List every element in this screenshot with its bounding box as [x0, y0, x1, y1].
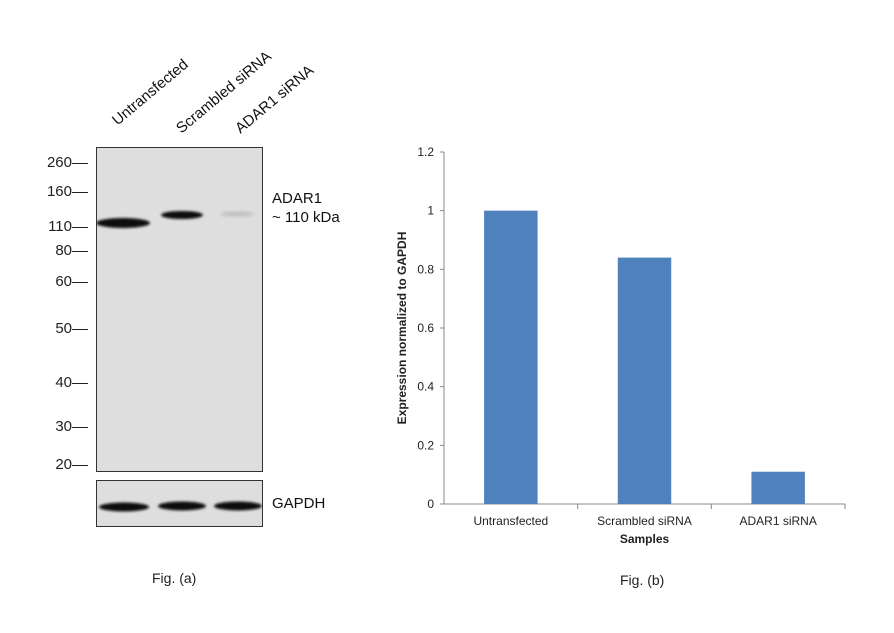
band-gapdh-untransfected	[99, 502, 149, 512]
mw-tick	[72, 329, 88, 330]
mw-marker-80: 80	[55, 242, 72, 259]
mw-tick	[72, 383, 88, 384]
bar	[484, 210, 538, 504]
mw-marker-20: 20	[55, 456, 72, 473]
western-blot-gapdh	[96, 480, 263, 527]
x-tick-label: Untransfected	[473, 514, 548, 528]
mw-marker-260: 260	[46, 154, 72, 171]
bar-chart: 0 0.2 0.4 0.6 0.8 1 1.2 Untransfected Scrambled…	[395, 145, 846, 546]
mw-tick	[72, 282, 88, 283]
mw-tick	[72, 465, 88, 466]
y-axis: 0 0.2 0.4 0.6 0.8 1 1.2	[417, 145, 445, 511]
lane-label-scrambled-sirna: Scrambled siRNA	[173, 47, 275, 137]
mw-marker-40: 40	[55, 374, 72, 391]
figure-a-caption: Fig. (a)	[152, 570, 197, 586]
mw-marker-30: 30	[55, 418, 72, 435]
western-blot-main	[96, 147, 263, 472]
y-tick-label: 0.8	[417, 262, 434, 276]
band-gapdh-sirna	[214, 501, 262, 511]
y-tick-label: 0.6	[417, 321, 434, 335]
y-tick-label: 0.2	[417, 438, 434, 452]
mw-tick	[72, 227, 88, 228]
y-tick-label: 1	[427, 204, 434, 218]
y-tick-label: 1.2	[417, 145, 434, 159]
mw-tick	[72, 163, 88, 164]
y-axis-label: Expression normalized to GAPDH	[395, 232, 409, 425]
target-label-size: ~ 110 kDa	[272, 209, 340, 226]
band-adar1-untransfected	[97, 218, 150, 228]
mw-marker-110: 110	[48, 218, 72, 235]
y-tick-label: 0.4	[417, 380, 434, 394]
target-label-adar1: ADAR1	[272, 190, 323, 207]
y-tick-label: 0	[427, 497, 434, 511]
x-axis: Untransfected Scrambled siRNA ADAR1 siRNA	[444, 503, 846, 528]
mw-marker-160: 160	[46, 183, 72, 200]
bar	[751, 471, 805, 504]
mw-tick	[72, 251, 88, 252]
loading-control-label: GAPDH	[272, 495, 326, 512]
gapdh-bands	[99, 501, 262, 512]
band-adar1-scrambled	[161, 211, 203, 219]
mw-tick	[72, 192, 88, 193]
x-tick-label: Scrambled siRNA	[597, 514, 692, 528]
mw-marker-60: 60	[55, 273, 72, 290]
band-gapdh-scrambled	[158, 501, 206, 511]
x-tick-label: ADAR1 siRNA	[739, 514, 816, 528]
bars	[484, 210, 805, 504]
band-adar1-sirna	[220, 212, 254, 216]
x-axis-label: Samples	[620, 532, 670, 546]
bar	[617, 257, 672, 504]
blot-bands	[97, 211, 254, 228]
mw-marker-50: 50	[55, 320, 72, 337]
mw-tick	[72, 427, 88, 428]
figure-b-caption: Fig. (b)	[620, 572, 665, 588]
